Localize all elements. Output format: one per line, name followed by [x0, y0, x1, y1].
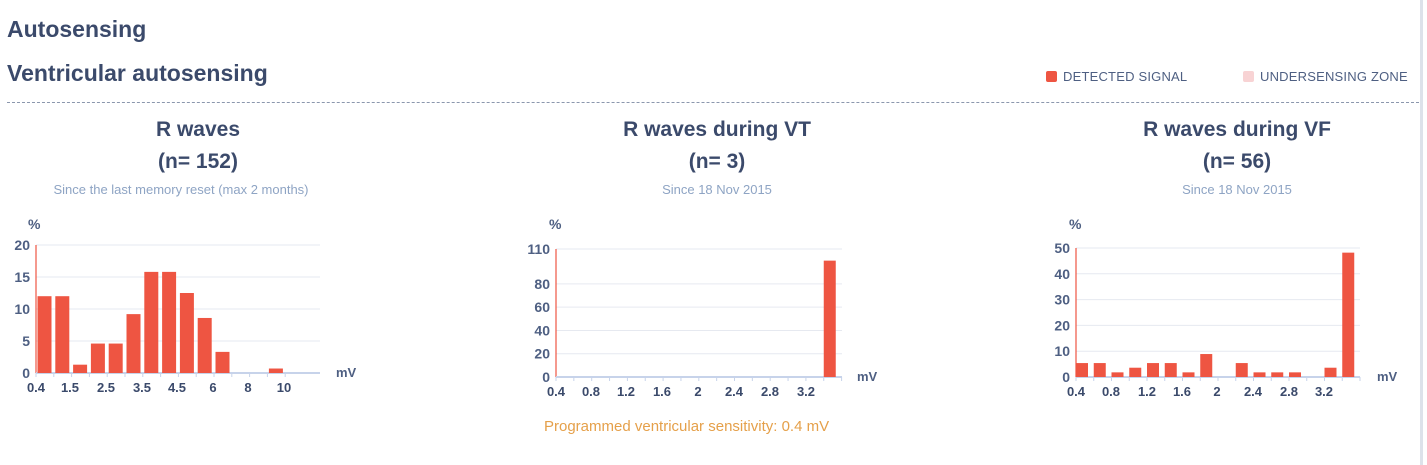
- y-tick-label: 50: [1054, 240, 1070, 256]
- y-tick-label: 60: [534, 299, 550, 315]
- histogram-bar: [144, 271, 159, 373]
- histogram-bar: [1093, 363, 1106, 377]
- histogram-bar: [55, 296, 70, 373]
- x-tick-label: 1.6: [653, 384, 671, 399]
- histogram-bar: [1164, 363, 1177, 377]
- chart-subtitle-r-waves: Since the last memory reset (max 2 month…: [53, 182, 309, 197]
- y-tick-label: 30: [1054, 292, 1070, 308]
- y-tick-label: 0: [542, 369, 550, 385]
- y-tick-label: 10: [1054, 343, 1070, 359]
- chart-n-r-waves-vf: (n= 56): [1202, 150, 1272, 173]
- x-tick-label: 4.5: [168, 380, 186, 395]
- x-tick-label: 1.5: [61, 380, 79, 395]
- histogram-bar: [1076, 363, 1088, 377]
- chart-title-r-waves-vt: R waves during VT: [623, 118, 811, 141]
- legend-swatch-undersensing: [1243, 71, 1254, 82]
- x-tick-label: 2.4: [725, 384, 744, 399]
- histogram-bar: [1253, 372, 1266, 377]
- section-divider: [7, 102, 1419, 103]
- x-tick-label: 2.8: [1280, 384, 1298, 399]
- chart-subtitle-r-waves-vt: Since 18 Nov 2015: [662, 182, 772, 197]
- x-tick-label: 0.8: [582, 384, 600, 399]
- x-axis-unit-label: mV: [336, 365, 357, 380]
- x-tick-label: 0.4: [1067, 384, 1086, 399]
- x-tick-label: 0.4: [547, 384, 566, 399]
- x-tick-label: 10: [277, 380, 291, 395]
- y-axis-label: %: [28, 216, 41, 232]
- legend-undersensing-zone: UNDERSENSING ZONE: [1243, 69, 1408, 84]
- histogram-bar: [1235, 363, 1248, 377]
- histogram-bar: [1200, 354, 1213, 377]
- chart-subtitle-r-waves-vf: Since 18 Nov 2015: [1182, 182, 1292, 197]
- y-tick-label: 15: [14, 269, 30, 285]
- chart-title-r-waves: R waves: [155, 118, 241, 141]
- y-tick-label: 20: [534, 346, 550, 362]
- x-axis-unit-label: mV: [857, 369, 878, 384]
- legend-swatch-detected: [1046, 71, 1057, 82]
- x-tick-label: 1.6: [1173, 384, 1191, 399]
- histogram-bar: [179, 293, 194, 373]
- y-axis-label: %: [1069, 216, 1082, 232]
- histogram-bar: [108, 343, 123, 373]
- legend-detected-signal: DETECTED SIGNAL: [1046, 69, 1187, 84]
- x-tick-label: 3.5: [133, 380, 151, 395]
- x-tick-label: 2: [694, 384, 701, 399]
- histogram-bar: [1289, 372, 1301, 377]
- histogram-bar: [823, 260, 836, 377]
- histogram-bar: [197, 317, 212, 373]
- y-tick-label: 80: [534, 276, 550, 292]
- x-tick-label: 2.4: [1244, 384, 1263, 399]
- y-tick-label: 20: [1054, 317, 1070, 333]
- y-axis-label: %: [549, 216, 562, 232]
- histogram-bar: [37, 296, 52, 373]
- y-tick-label: 40: [534, 322, 550, 338]
- histogram-bar: [1324, 367, 1337, 377]
- y-tick-label: 0: [22, 365, 30, 381]
- x-axis-unit-label: mV: [1377, 369, 1398, 384]
- x-tick-label: 1.2: [1138, 384, 1156, 399]
- x-tick-label: 2: [1213, 384, 1220, 399]
- histogram-bar: [126, 314, 141, 373]
- x-tick-label: 1.2: [617, 384, 635, 399]
- section-title: Ventricular autosensing: [7, 60, 268, 86]
- histogram-bar: [90, 343, 105, 373]
- x-tick-label: 2.8: [761, 384, 779, 399]
- page-title: Autosensing: [7, 16, 147, 42]
- y-tick-label: 10: [14, 301, 30, 317]
- histogram-bar: [1129, 367, 1142, 377]
- histogram-bar: [1271, 372, 1284, 377]
- histogram-bar: [162, 271, 177, 373]
- legend-label-detected: DETECTED SIGNAL: [1063, 69, 1188, 84]
- chart-title-r-waves-vf: R waves during VF: [1143, 118, 1331, 141]
- y-tick-label: 40: [1054, 266, 1070, 282]
- chart-n-r-waves-vt: (n= 3): [688, 150, 746, 173]
- legend-label-undersensing: UNDERSENSING ZONE: [1260, 69, 1408, 84]
- histogram-bar: [1342, 252, 1355, 377]
- histogram-bar: [73, 364, 88, 373]
- histogram-bar: [1182, 372, 1195, 377]
- programmed-sensitivity-note: Programmed ventricular sensitivity: 0.4 …: [544, 418, 830, 435]
- y-tick-label: 0: [1062, 369, 1070, 385]
- x-tick-label: 8: [244, 380, 251, 395]
- chart-n-r-waves: (n= 152): [158, 150, 238, 173]
- histogram-bar: [1147, 363, 1159, 377]
- x-tick-label: 2.5: [97, 380, 115, 395]
- panel-right-border: [1420, 0, 1423, 465]
- y-tick-label: 110: [527, 241, 550, 257]
- x-tick-label: 6: [209, 380, 216, 395]
- histogram-bar: [1111, 372, 1124, 377]
- y-tick-label: 5: [22, 333, 30, 349]
- histogram-bar: [268, 368, 283, 373]
- x-tick-label: 3.2: [797, 384, 815, 399]
- x-tick-label: 0.8: [1102, 384, 1120, 399]
- x-tick-label: 0.4: [27, 380, 46, 395]
- histogram-bar: [215, 351, 230, 373]
- x-tick-label: 3.2: [1315, 384, 1333, 399]
- y-tick-label: 20: [14, 237, 30, 253]
